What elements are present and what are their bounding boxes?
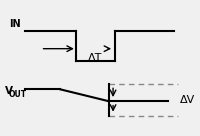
Text: ΔT: ΔT	[88, 53, 103, 63]
Text: V: V	[5, 86, 13, 96]
Text: OUT: OUT	[9, 90, 27, 99]
Text: ΔV: ΔV	[180, 95, 195, 105]
Text: IN: IN	[9, 19, 21, 29]
